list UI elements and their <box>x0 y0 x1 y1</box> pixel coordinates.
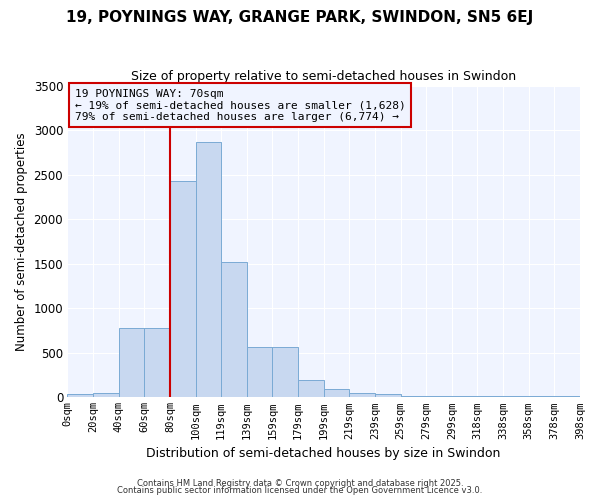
Title: Size of property relative to semi-detached houses in Swindon: Size of property relative to semi-detach… <box>131 70 516 83</box>
Bar <box>349 392 375 397</box>
Bar <box>401 396 426 397</box>
Bar <box>503 396 529 397</box>
Bar <box>247 347 272 397</box>
Bar <box>119 328 144 397</box>
Bar <box>144 328 170 397</box>
Y-axis label: Number of semi-detached properties: Number of semi-detached properties <box>15 132 28 350</box>
X-axis label: Distribution of semi-detached houses by size in Swindon: Distribution of semi-detached houses by … <box>146 447 501 460</box>
Bar <box>323 389 349 397</box>
Bar <box>196 142 221 397</box>
Text: 19 POYNINGS WAY: 70sqm
← 19% of semi-detached houses are smaller (1,628)
79% of : 19 POYNINGS WAY: 70sqm ← 19% of semi-det… <box>75 88 406 122</box>
Bar <box>478 396 503 397</box>
Text: Contains HM Land Registry data © Crown copyright and database right 2025.: Contains HM Land Registry data © Crown c… <box>137 478 463 488</box>
Bar <box>529 396 554 397</box>
Bar <box>272 347 298 397</box>
Bar <box>221 262 247 397</box>
Bar <box>93 392 119 397</box>
Bar <box>170 181 196 397</box>
Bar <box>298 380 323 397</box>
Bar <box>375 394 401 397</box>
Text: Contains public sector information licensed under the Open Government Licence v3: Contains public sector information licen… <box>118 486 482 495</box>
Bar <box>554 396 580 397</box>
Bar <box>452 396 478 397</box>
Text: 19, POYNINGS WAY, GRANGE PARK, SWINDON, SN5 6EJ: 19, POYNINGS WAY, GRANGE PARK, SWINDON, … <box>67 10 533 25</box>
Bar <box>426 396 452 397</box>
Bar <box>67 394 93 397</box>
